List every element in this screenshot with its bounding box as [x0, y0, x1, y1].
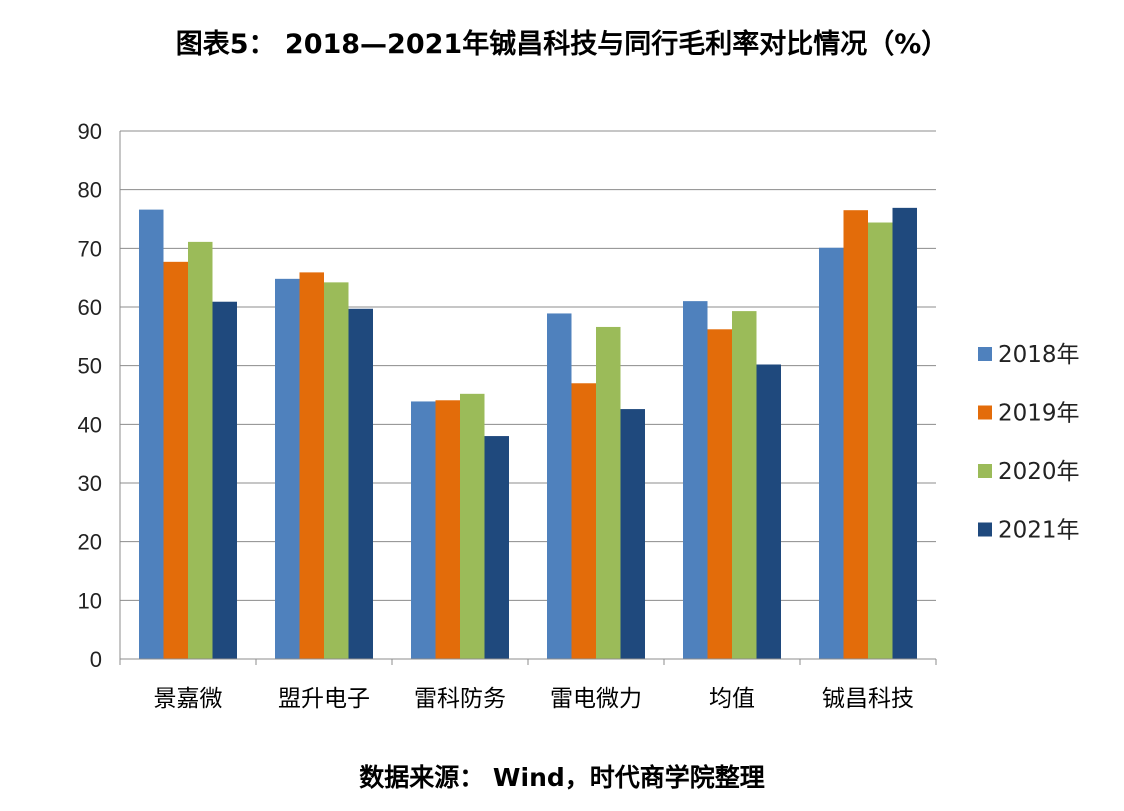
y-tick-label: 70 [78, 236, 102, 261]
bar [819, 247, 844, 659]
bar [892, 207, 917, 659]
y-tick-label: 50 [78, 354, 102, 379]
bars [139, 207, 917, 659]
data-source-note: 数据来源： Wind，时代商学院整理 [359, 763, 765, 792]
y-tick-label: 90 [78, 119, 102, 144]
bar [868, 222, 893, 659]
legend-label: 2021年 [998, 518, 1080, 544]
bar [460, 393, 485, 659]
bar [139, 209, 164, 659]
chart-title: 图表5： 2018—2021年铖昌科技与同行毛利率对比情况（%） [175, 29, 949, 60]
x-category-label: 景嘉微 [154, 686, 223, 712]
bar [163, 261, 188, 659]
y-tick-label: 30 [78, 471, 102, 496]
legend: 2018年 2019年 2020年 2021年 [978, 342, 1080, 544]
bar [683, 301, 708, 659]
bar [620, 409, 645, 659]
legend-swatch [978, 405, 992, 420]
bar [188, 241, 213, 659]
bar [212, 301, 237, 659]
bar [596, 326, 621, 659]
y-tick-label: 0 [90, 647, 102, 672]
bar [435, 400, 460, 659]
axes [119, 131, 937, 665]
x-category-label: 雷电微力 [550, 686, 642, 712]
bar [348, 308, 373, 659]
legend-swatch [978, 522, 992, 537]
x-category-label: 均值 [709, 686, 755, 712]
y-tick-label: 10 [78, 588, 102, 613]
bar [275, 278, 300, 659]
bar [707, 329, 732, 659]
bar [411, 401, 436, 659]
x-category-label: 盟升电子 [278, 686, 370, 712]
bar [299, 272, 324, 659]
bar [732, 311, 757, 659]
legend-label: 2018年 [998, 342, 1080, 368]
y-tick-label: 20 [78, 530, 102, 555]
grid-lines [120, 130, 936, 601]
y-tick-label: 60 [78, 295, 102, 320]
legend-label: 2020年 [998, 459, 1080, 485]
x-category-label: 铖昌科技 [822, 686, 914, 712]
bar [324, 282, 349, 659]
bar [547, 313, 572, 659]
x-category-label: 雷科防务 [414, 686, 506, 712]
y-tick-labels: 0 10 20 30 40 50 60 70 80 90 [78, 119, 102, 672]
bar [571, 383, 596, 659]
legend-label: 2019年 [998, 401, 1080, 427]
y-tick-label: 80 [78, 178, 102, 203]
bar [756, 364, 781, 659]
legend-swatch [978, 347, 992, 361]
legend-swatch [978, 464, 992, 478]
bar [843, 210, 868, 659]
bar [484, 436, 509, 659]
x-category-labels: 景嘉微 盟升电子 雷科防务 雷电微力 均值 铖昌科技 [154, 686, 915, 712]
y-tick-label: 40 [78, 412, 102, 437]
